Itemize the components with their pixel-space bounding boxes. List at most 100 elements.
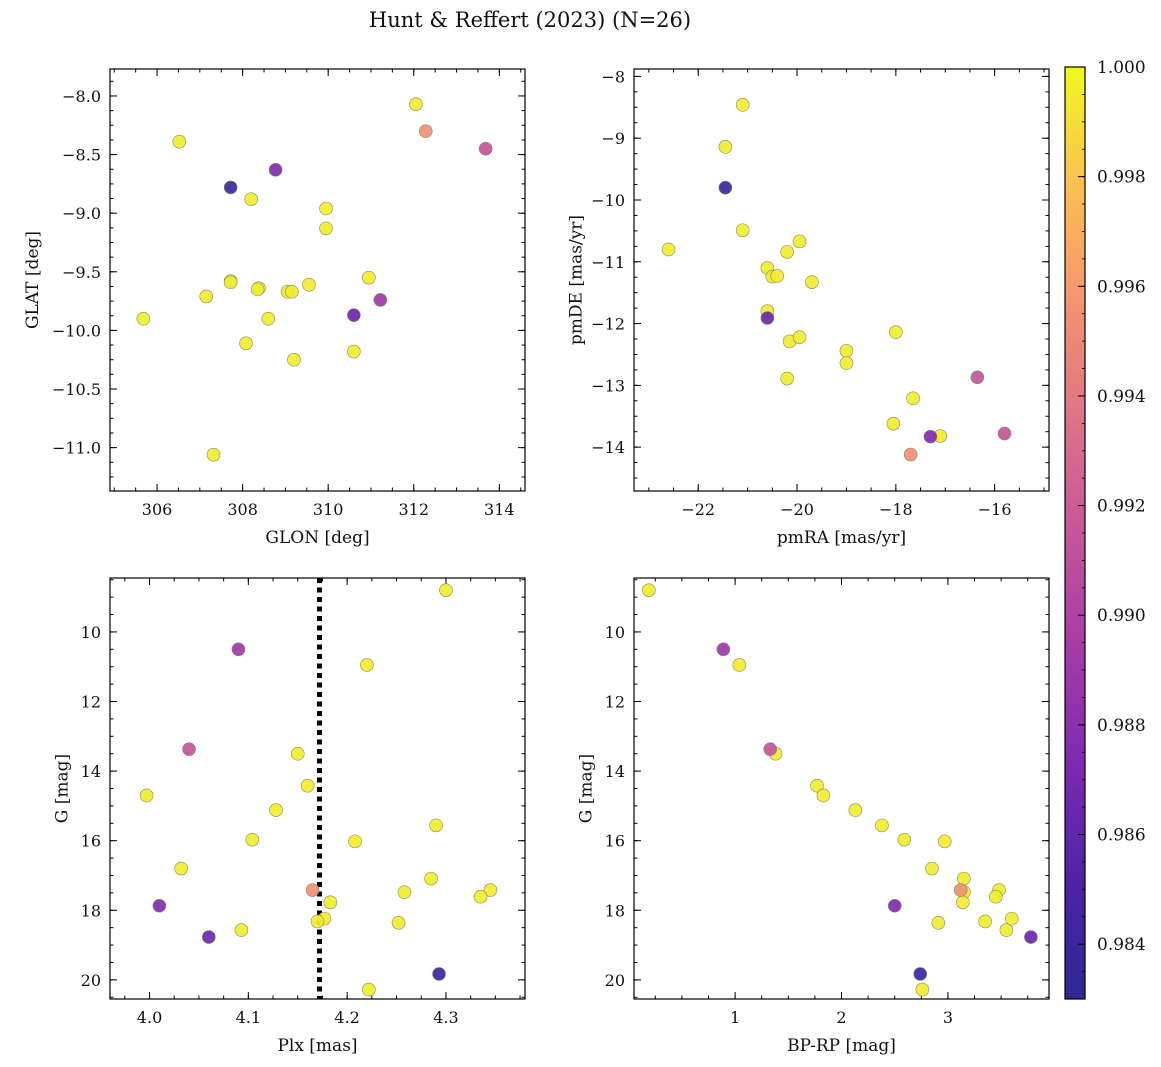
x-tick-label: 4.0 bbox=[137, 1008, 162, 1027]
x-tick-label: 314 bbox=[484, 500, 515, 519]
y-tick-label: −9.0 bbox=[62, 204, 101, 223]
data-point bbox=[906, 391, 920, 406]
x-tick-label: 308 bbox=[227, 500, 258, 519]
data-point bbox=[300, 778, 315, 793]
data-point bbox=[432, 967, 446, 981]
data-point bbox=[223, 275, 238, 290]
data-point bbox=[923, 429, 938, 444]
y-tick-label: 14 bbox=[81, 762, 101, 781]
data-point bbox=[269, 803, 283, 817]
panel-1: 306 308 310 312 314 −8.0 −8.5 −9.0 −9.5 −10.0 −10.… bbox=[23, 68, 526, 548]
data-point bbox=[903, 447, 918, 462]
data-point bbox=[913, 967, 928, 981]
colorbar: 0.984 0.986 0.988 0.990 0.992 0.994 0.996 0.998… bbox=[1064, 58, 1146, 1000]
data-point bbox=[792, 234, 807, 249]
x-axis-label: Plx [mas] bbox=[277, 1036, 357, 1056]
data-point bbox=[302, 277, 316, 292]
y-tick-label: −10 bbox=[591, 191, 625, 210]
x-tick-label: 4.3 bbox=[433, 1008, 458, 1027]
data-point bbox=[970, 370, 985, 385]
data-point bbox=[231, 642, 246, 657]
y-tick-label: 16 bbox=[605, 832, 625, 851]
scatter-panels: 306 308 310 312 314−8.0−8.5−9.0−9.5−10.0−10.… bbox=[23, 67, 1050, 1056]
data-point bbox=[250, 282, 265, 297]
data-point bbox=[199, 289, 214, 304]
data-point bbox=[244, 192, 258, 206]
data-point bbox=[718, 140, 733, 154]
data-point bbox=[347, 308, 361, 322]
data-point bbox=[931, 916, 946, 930]
data-point bbox=[305, 883, 320, 897]
y-tick-label: 16 bbox=[81, 832, 101, 851]
colorbar-tick-label: 0.990 bbox=[1097, 606, 1146, 626]
colorbar-tick-label: 0.996 bbox=[1097, 277, 1146, 297]
data-point bbox=[816, 788, 831, 803]
data-point bbox=[716, 642, 731, 657]
y-tick-label: −14 bbox=[591, 438, 625, 457]
y-tick-label: −12 bbox=[591, 315, 625, 334]
data-point bbox=[792, 330, 807, 344]
panel-3: 4.0 4.1 4.2 4.3 10 12 14 16 18 20 Plx [mas] G [mag] bbox=[52, 577, 526, 1056]
data-point bbox=[1024, 930, 1038, 944]
data-point bbox=[642, 583, 656, 597]
data-point bbox=[418, 124, 433, 138]
y-axis-label: GLAT [deg] bbox=[23, 231, 43, 329]
data-point bbox=[997, 426, 1012, 441]
data-point bbox=[473, 889, 488, 904]
data-point bbox=[409, 97, 423, 111]
data-point bbox=[319, 201, 333, 216]
x-tick-label: −16 bbox=[978, 500, 1012, 519]
data-point bbox=[886, 416, 901, 431]
y-tick-label: −8.0 bbox=[62, 87, 101, 106]
colorbar-tick-label: 0.988 bbox=[1097, 716, 1146, 736]
data-point bbox=[839, 356, 854, 370]
y-tick-label: −8.5 bbox=[62, 146, 101, 165]
data-point bbox=[735, 223, 750, 238]
data-point bbox=[483, 883, 498, 897]
x-axis-label: BP-RP [mag] bbox=[787, 1036, 896, 1056]
data-point bbox=[999, 923, 1014, 937]
data-point bbox=[810, 778, 824, 793]
x-tick-label: 310 bbox=[313, 500, 344, 519]
y-tick-label: 18 bbox=[605, 901, 625, 920]
y-tick-label: 10 bbox=[605, 623, 625, 642]
data-point bbox=[988, 889, 1003, 904]
data-point bbox=[202, 930, 216, 944]
data-point bbox=[373, 293, 388, 307]
y-tick-label: −11.0 bbox=[52, 439, 101, 458]
data-point bbox=[348, 834, 362, 849]
data-point bbox=[152, 898, 167, 913]
data-point bbox=[391, 916, 406, 930]
y-tick-label: 18 bbox=[81, 901, 101, 920]
data-point bbox=[953, 883, 968, 897]
y-tick-label: 14 bbox=[605, 762, 625, 781]
data-point bbox=[439, 583, 453, 597]
data-point bbox=[889, 325, 903, 340]
x-tick-label: 306 bbox=[142, 500, 173, 519]
data-point bbox=[760, 311, 775, 325]
data-point bbox=[805, 275, 819, 289]
x-tick-label: −22 bbox=[681, 500, 715, 519]
data-point bbox=[937, 834, 952, 849]
y-tick-label: 12 bbox=[605, 693, 625, 712]
y-tick-label: 20 bbox=[605, 971, 625, 990]
data-point bbox=[397, 885, 412, 899]
data-point bbox=[323, 895, 338, 910]
data-point bbox=[735, 98, 750, 112]
y-tick-label: 20 bbox=[81, 971, 101, 990]
figure-title: Hunt & Reffert (2023) (N=26) bbox=[369, 8, 691, 32]
data-point bbox=[770, 269, 785, 283]
data-point bbox=[1004, 911, 1019, 926]
data-point bbox=[268, 163, 283, 177]
x-axis-label: pmRA [mas/yr] bbox=[777, 528, 906, 548]
data-point bbox=[290, 746, 305, 761]
data-point bbox=[310, 914, 325, 929]
x-tick-label: 3 bbox=[943, 1008, 953, 1027]
panel-2: −22 −20 −18 −16 −8 −9 −10 −11 −12 −13 −14 pmRA [mas… bbox=[567, 67, 1050, 548]
data-point bbox=[887, 898, 902, 913]
y-tick-label: −8 bbox=[601, 67, 625, 86]
data-point bbox=[285, 284, 299, 299]
data-point bbox=[172, 134, 187, 149]
